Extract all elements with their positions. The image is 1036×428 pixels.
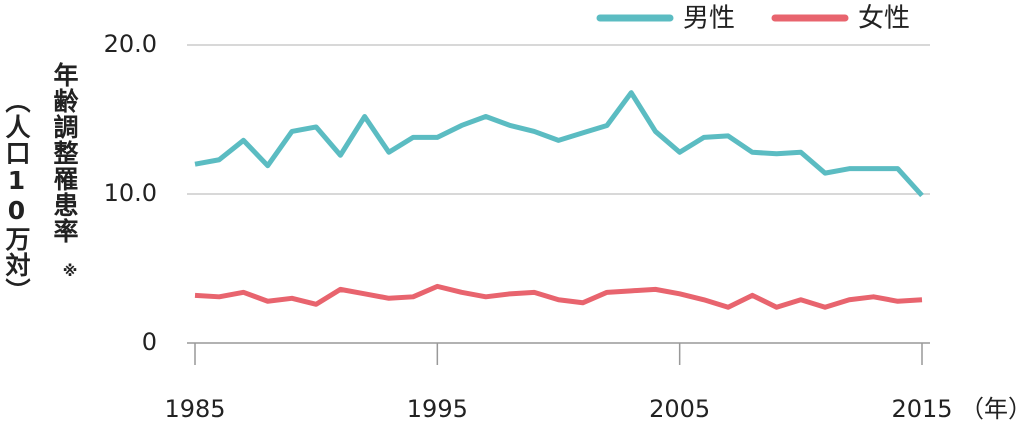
series-line <box>194 90 924 198</box>
y-tick-label: 0 <box>142 328 157 356</box>
y-axis-label: 年齢調整罹患率 <box>50 62 79 244</box>
y-axis-note: ※ <box>61 262 79 281</box>
legend-label: 男性 <box>683 4 735 34</box>
x-tick-label: 2005 <box>649 395 710 423</box>
x-tick-label: 2015 <box>891 395 952 423</box>
y-axis-unit: （人口10万対） <box>2 88 31 304</box>
x-tick-label: 1985 <box>164 395 225 423</box>
y-tick-label: 20.0 <box>104 30 157 58</box>
legend-label: 女性 <box>858 4 910 34</box>
y-tick-label: 10.0 <box>104 179 157 207</box>
series-line <box>194 283 923 310</box>
x-tick-label: 1995 <box>407 395 468 423</box>
x-axis-unit: （年） <box>960 395 1032 423</box>
